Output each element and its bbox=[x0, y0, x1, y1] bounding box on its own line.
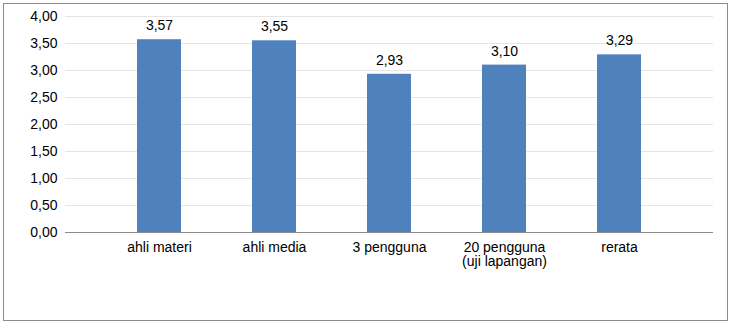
svg-text:2,00: 2,00 bbox=[30, 116, 57, 132]
svg-text:0,00: 0,00 bbox=[30, 224, 57, 240]
svg-text:3,00: 3,00 bbox=[30, 62, 57, 78]
svg-text:3,29: 3,29 bbox=[606, 32, 633, 48]
svg-text:3 pengguna: 3 pengguna bbox=[353, 239, 427, 255]
svg-text:3,50: 3,50 bbox=[30, 35, 57, 51]
svg-text:0,50: 0,50 bbox=[30, 197, 57, 213]
svg-text:rerata: rerata bbox=[601, 239, 638, 255]
svg-text:2,93: 2,93 bbox=[376, 52, 403, 68]
svg-text:3,10: 3,10 bbox=[491, 43, 518, 59]
svg-text:1,50: 1,50 bbox=[30, 143, 57, 159]
svg-text:3,57: 3,57 bbox=[146, 17, 173, 33]
svg-text:ahli media: ahli media bbox=[243, 239, 307, 255]
svg-text:2,50: 2,50 bbox=[30, 89, 57, 105]
svg-text:1,00: 1,00 bbox=[30, 170, 57, 186]
svg-text:3,55: 3,55 bbox=[261, 18, 288, 34]
svg-text:20 pengguna(uji lapangan): 20 pengguna(uji lapangan) bbox=[462, 239, 547, 269]
svg-text:4,00: 4,00 bbox=[30, 8, 57, 24]
svg-text:ahli materi: ahli materi bbox=[127, 239, 192, 255]
